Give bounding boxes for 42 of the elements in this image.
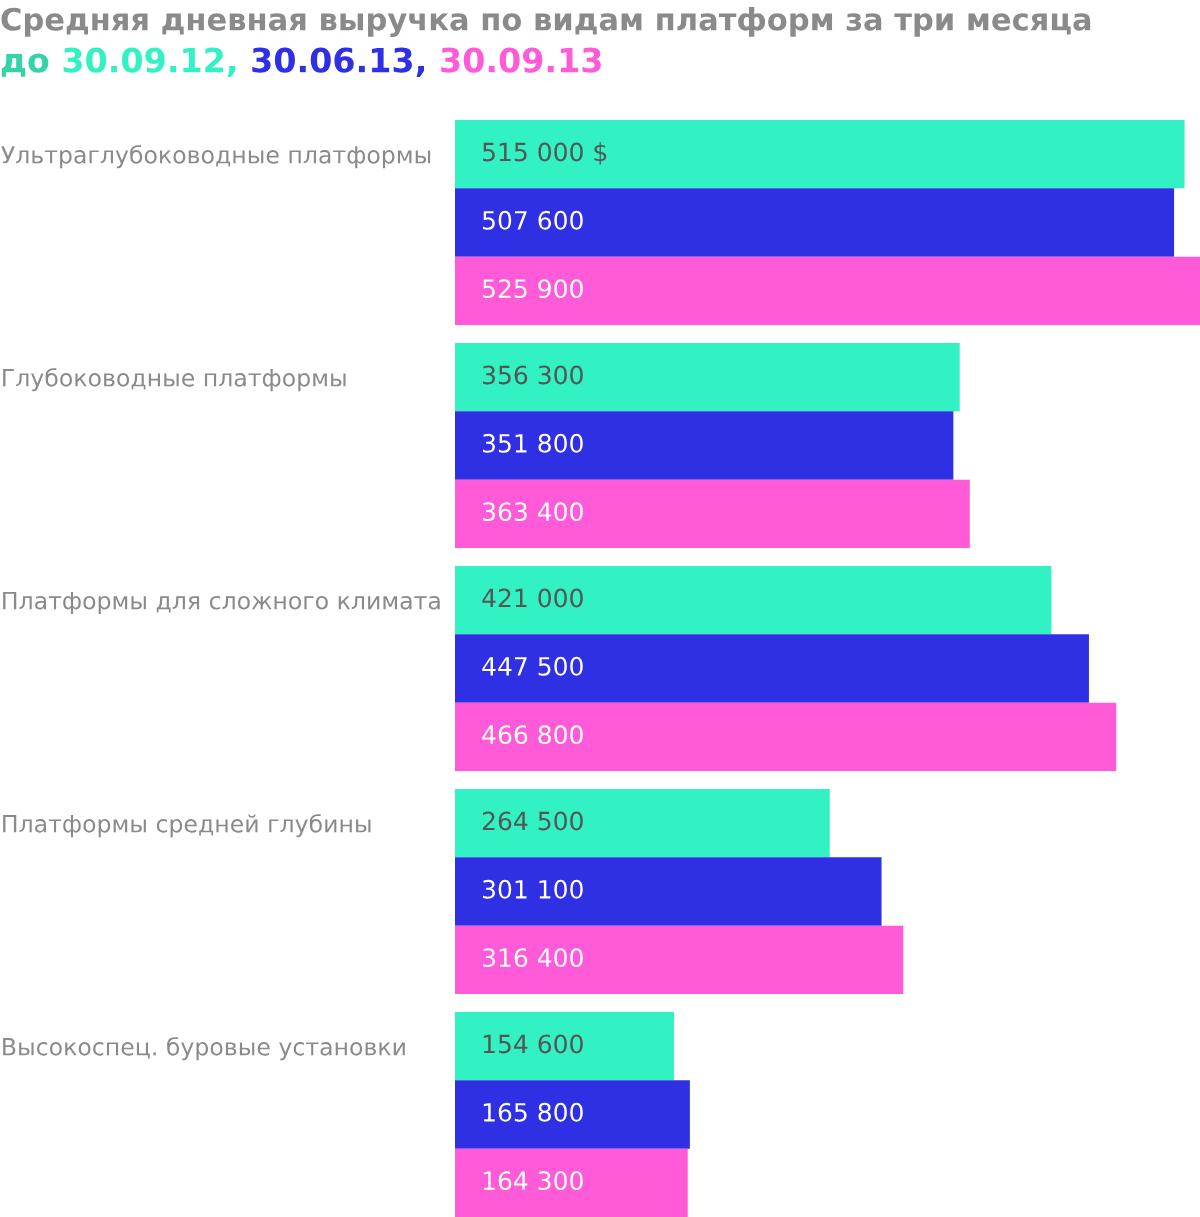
data-label: 466 800 xyxy=(482,725,583,745)
data-label: 421 000 xyxy=(482,588,583,608)
bar xyxy=(455,788,830,858)
bar xyxy=(455,1080,690,1149)
bar xyxy=(455,565,1052,635)
data-label: 356 300 xyxy=(482,365,583,385)
data-label: 363 400 xyxy=(482,502,583,522)
data-label: 316 400 xyxy=(482,948,583,968)
bar xyxy=(455,925,904,995)
data-label: 447 500 xyxy=(482,656,583,676)
y-tick-label: Платформы для сложного климата xyxy=(3,591,440,615)
data-label: 525 900 xyxy=(483,279,583,299)
bar xyxy=(455,411,954,480)
bar xyxy=(455,702,1117,772)
data-label: 165 800 xyxy=(483,1102,583,1122)
bar xyxy=(455,120,1185,189)
chart-title: Средняя дневная выручка по видам платформ за три месяца xyxy=(1,7,1091,37)
text: до xyxy=(1,53,49,77)
y-tick-label: Платформы средней глубины xyxy=(3,813,371,838)
data-label: 164 300 xyxy=(483,1171,583,1191)
bar xyxy=(455,1148,688,1217)
y-tick-label: Высокоспец. буровые установки xyxy=(3,1036,405,1061)
text: 30.06.13 xyxy=(252,47,412,73)
text: , xyxy=(227,65,236,77)
data-label: 507 600 xyxy=(483,210,583,230)
bar xyxy=(455,1011,675,1081)
data-label: 301 100 xyxy=(482,879,583,899)
data-label: 264 500 xyxy=(482,811,583,831)
bar xyxy=(455,256,1200,326)
bar xyxy=(455,634,1089,703)
text: 30.09.13 xyxy=(441,47,601,73)
text: 30.09.12 xyxy=(63,47,223,73)
y-tick-label: Ультраглубоководные платформы xyxy=(1,145,431,169)
bar xyxy=(455,342,960,412)
data-label: 351 800 xyxy=(482,433,583,453)
text: , xyxy=(416,65,425,77)
bar xyxy=(455,188,1175,257)
data-label: 154 600 xyxy=(483,1034,583,1054)
bar xyxy=(455,857,882,926)
bar xyxy=(455,479,970,549)
y-tick-label: Глубоководные платформы xyxy=(3,367,346,392)
data-label: 515 000 $ xyxy=(483,142,607,165)
